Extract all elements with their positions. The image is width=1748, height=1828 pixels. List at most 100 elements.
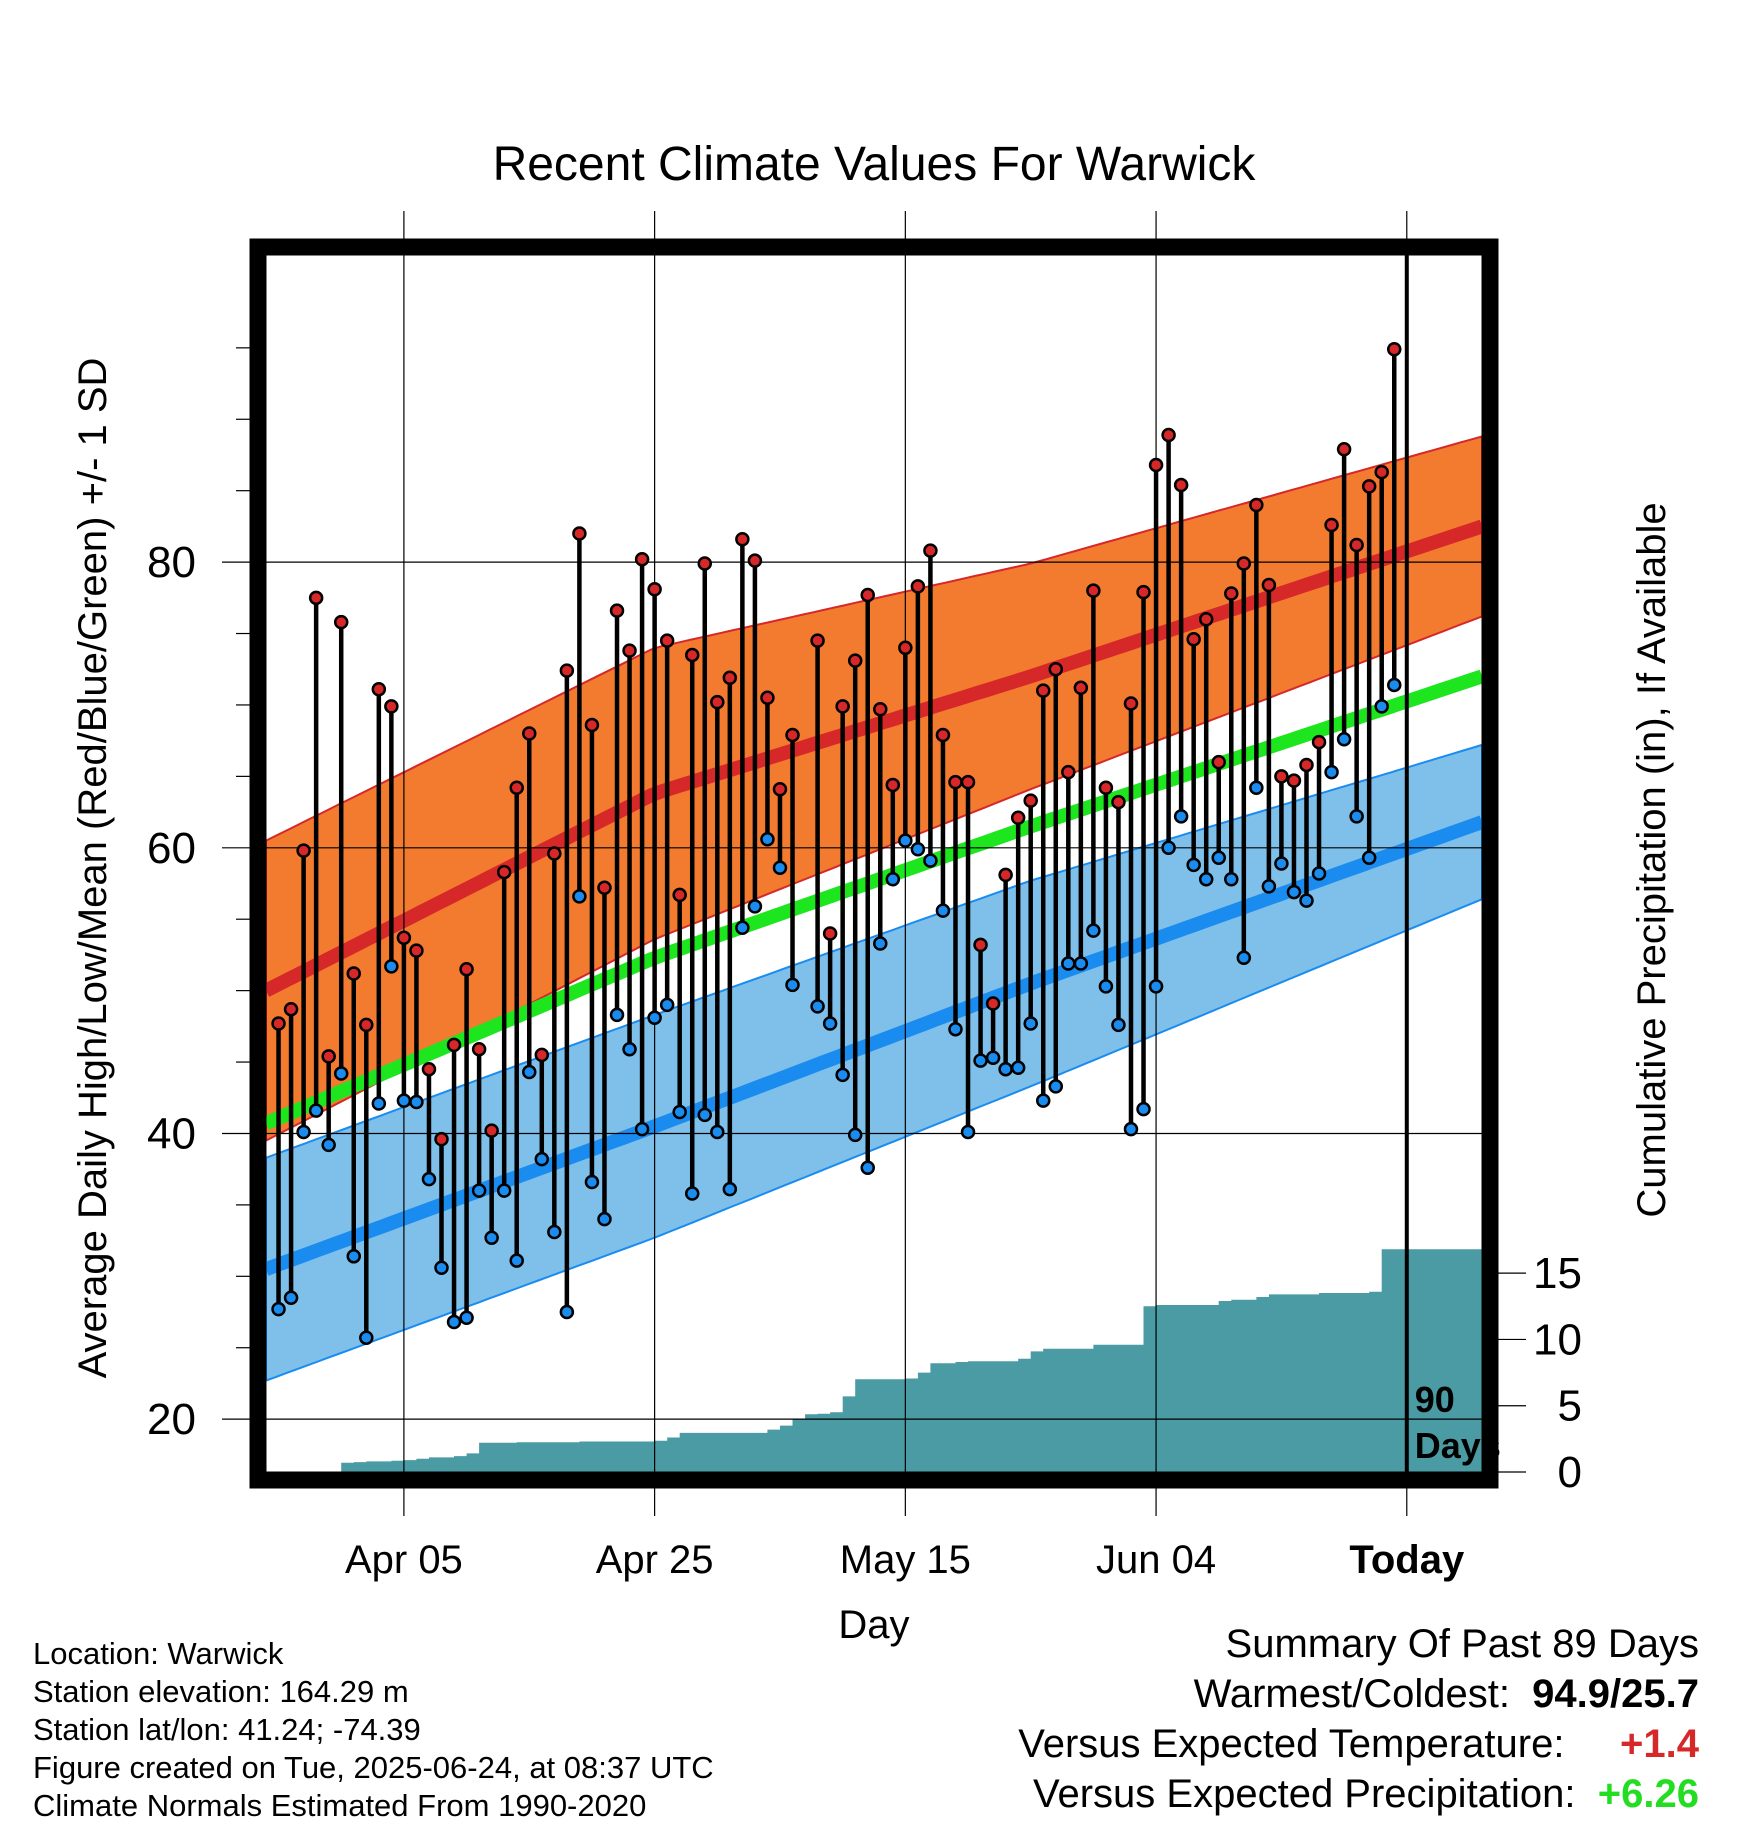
daily-low-point	[471, 1183, 487, 1198]
y-tick-label: 20	[147, 1395, 196, 1444]
daily-high-point	[572, 526, 587, 541]
daily-high-point	[484, 1123, 499, 1138]
daily-low-point	[935, 903, 951, 918]
daily-high-point	[409, 943, 424, 958]
daily-low-point	[1136, 1101, 1151, 1117]
daily-high-point	[446, 1037, 462, 1053]
daily-low-point	[860, 1160, 875, 1175]
daily-high-point	[1324, 517, 1339, 533]
x-tick-label: Apr 25	[596, 1538, 714, 1582]
daily-high-point	[597, 880, 612, 896]
daily-low-point	[584, 1174, 600, 1190]
daily-low-point	[1161, 840, 1176, 856]
footer-normals: Climate Normals Estimated From 1990-2020	[33, 1788, 647, 1823]
daily-low-point	[1186, 857, 1201, 873]
today-marker-label: 90	[1415, 1379, 1455, 1420]
daily-high-point	[1035, 683, 1051, 698]
daily-low-point	[446, 1314, 462, 1330]
y-tick-label: 60	[147, 824, 196, 873]
daily-low-point	[760, 831, 775, 847]
daily-low-point	[1098, 979, 1114, 994]
daily-high-point	[547, 846, 562, 861]
daily-high-point	[421, 1061, 437, 1077]
daily-low-point	[847, 1127, 863, 1143]
precip-label: Versus Expected Precipitation:	[1033, 1772, 1576, 1816]
daily-high-point	[1286, 773, 1302, 788]
daily-high-point	[622, 643, 637, 658]
daily-high-point	[973, 937, 988, 953]
daily-high-point	[333, 614, 349, 630]
daily-high-point	[860, 587, 875, 603]
daily-low-point	[1173, 809, 1189, 824]
summary-precip: Versus Expected Precipitation: +6.26	[1033, 1772, 1699, 1817]
daily-high-point	[283, 1001, 299, 1017]
daily-low-point	[747, 899, 763, 914]
normal-high-line	[262, 519, 1485, 997]
summary-temp: Versus Expected Temperature: +1.4	[1018, 1722, 1699, 1767]
daily-low-point	[647, 1010, 662, 1026]
daily-low-point	[960, 1124, 976, 1140]
daily-low-point	[1336, 731, 1352, 747]
daily-high-point	[1299, 757, 1314, 773]
daily-high-point	[847, 653, 863, 668]
daily-high-point	[1048, 661, 1064, 677]
x-tick-label: Jun 04	[1096, 1538, 1216, 1582]
daily-high-point	[1010, 810, 1026, 826]
daily-high-point	[522, 726, 537, 741]
daily-low-point	[1236, 950, 1252, 966]
daily-high-point	[772, 781, 788, 797]
daily-low-point	[1224, 871, 1239, 887]
daily-high-point	[985, 996, 1001, 1011]
daily-high-point	[998, 867, 1013, 883]
daily-low-point	[359, 1330, 374, 1345]
daily-low-point	[434, 1260, 449, 1275]
daily-high-point	[296, 843, 311, 858]
warm-cold-value: 94.9/25.7	[1532, 1672, 1699, 1716]
daily-high-point	[1361, 479, 1377, 494]
daily-low-point	[772, 860, 788, 876]
daily-low-point	[785, 977, 800, 993]
daily-high-point	[584, 717, 600, 733]
axes: 20 40 60 80 0 5 10 15 Apr 05 Apr 25 May 15 Jun 04 To…	[147, 211, 1582, 1582]
daily-high-point	[1311, 734, 1327, 750]
plot-frame	[249, 238, 1499, 1489]
daily-high-point	[1349, 537, 1364, 553]
daily-low-point	[396, 1093, 412, 1108]
daily-high-point	[1336, 442, 1352, 457]
daily-high-point	[1386, 342, 1402, 357]
daily-low-point	[835, 1067, 850, 1083]
y2-tick-label: 10	[1533, 1315, 1582, 1364]
daily-high-point	[710, 694, 725, 710]
daily-high-point	[359, 1017, 374, 1033]
daily-low-point	[496, 1183, 512, 1198]
daily-high-point	[534, 1047, 550, 1063]
daily-low-point	[634, 1121, 650, 1137]
plot-border	[249, 238, 1499, 1489]
precip-area-group	[266, 1249, 1482, 1472]
daily-high-point	[1123, 696, 1139, 711]
daily-high-point	[684, 647, 700, 663]
daily-high-point	[609, 603, 625, 618]
daily-low-point	[547, 1224, 562, 1240]
daily-high-point	[321, 1049, 336, 1064]
daily-low-point	[998, 1061, 1013, 1077]
daily-high-point	[885, 777, 901, 793]
daily-high-point	[722, 670, 738, 686]
daily-high-point	[835, 699, 850, 714]
daily-low-point	[898, 833, 913, 848]
y2-tick-label: 0	[1558, 1448, 1582, 1497]
daily-low-point	[1123, 1121, 1139, 1137]
daily-low-point	[873, 936, 888, 951]
footer-created: Figure created on Tue, 2025-06-24, at 08…	[33, 1750, 714, 1785]
footer-location: Location: Warwick	[33, 1636, 284, 1671]
daily-low-point	[459, 1310, 474, 1325]
daily-high-point	[509, 780, 524, 796]
daily-high-point	[1261, 577, 1277, 593]
daily-low-point	[522, 1064, 537, 1080]
daily-low-point	[421, 1171, 437, 1187]
daily-high-point	[647, 581, 662, 597]
y-tick-label: 80	[147, 538, 196, 587]
y-tick-label: 40	[147, 1109, 196, 1158]
daily-low-point	[308, 1103, 324, 1118]
